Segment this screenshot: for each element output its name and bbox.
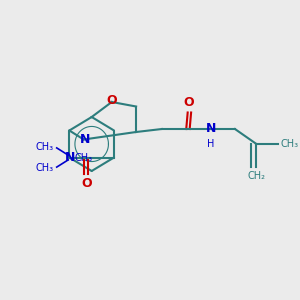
Text: N: N bbox=[206, 122, 216, 136]
Text: O: O bbox=[106, 94, 117, 107]
Text: N: N bbox=[64, 151, 75, 164]
Text: N: N bbox=[80, 133, 90, 146]
Text: O: O bbox=[184, 97, 194, 110]
Text: H: H bbox=[207, 140, 214, 149]
Text: CH₃: CH₃ bbox=[36, 142, 54, 152]
Text: CH₂: CH₂ bbox=[248, 171, 266, 181]
Text: CH₃: CH₃ bbox=[75, 153, 93, 163]
Text: CH₃: CH₃ bbox=[281, 139, 299, 149]
Text: CH₃: CH₃ bbox=[36, 163, 54, 173]
Text: O: O bbox=[81, 177, 92, 190]
